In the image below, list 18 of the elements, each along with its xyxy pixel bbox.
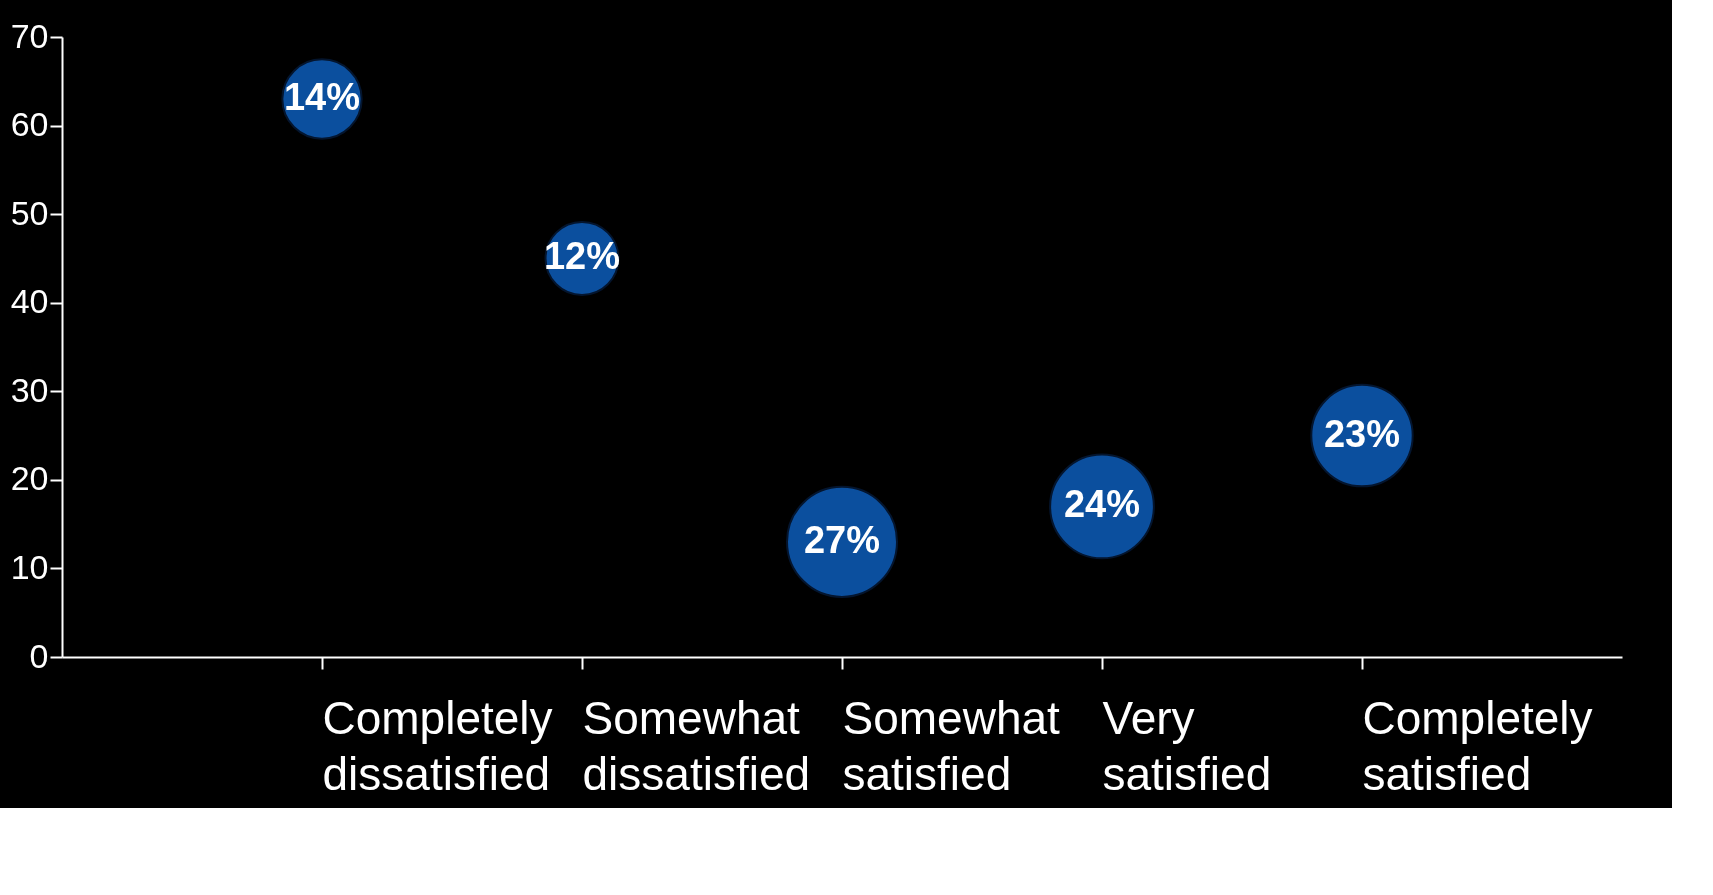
x-tick-label: Very satisfied [1102, 691, 1272, 800]
y-tick-label: 20 [10, 459, 49, 498]
annotation: 27% [803, 518, 881, 561]
x-tick-label: Somewhat satisfied [842, 691, 1061, 800]
x-tick-label: Completely satisfied [1362, 691, 1593, 800]
y-tick-label: 50 [10, 193, 49, 232]
y-tick-label: 40 [10, 282, 49, 321]
annotation: 12% [543, 235, 621, 278]
y-tick-label: 70 [10, 16, 49, 55]
x-tick-label: Somewhat dissatisfied [582, 691, 811, 800]
y-tick-label: 0 [29, 636, 49, 675]
annotation: 14% [283, 76, 361, 118]
y-tick-label: 60 [10, 105, 49, 144]
y-tick-label: 30 [10, 370, 49, 409]
y-tick-label: 10 [10, 547, 49, 586]
annotation: 24% [1063, 483, 1141, 526]
annotation: 23% [1323, 412, 1401, 455]
x-tick-label: Completely dissatisfied [322, 691, 553, 800]
